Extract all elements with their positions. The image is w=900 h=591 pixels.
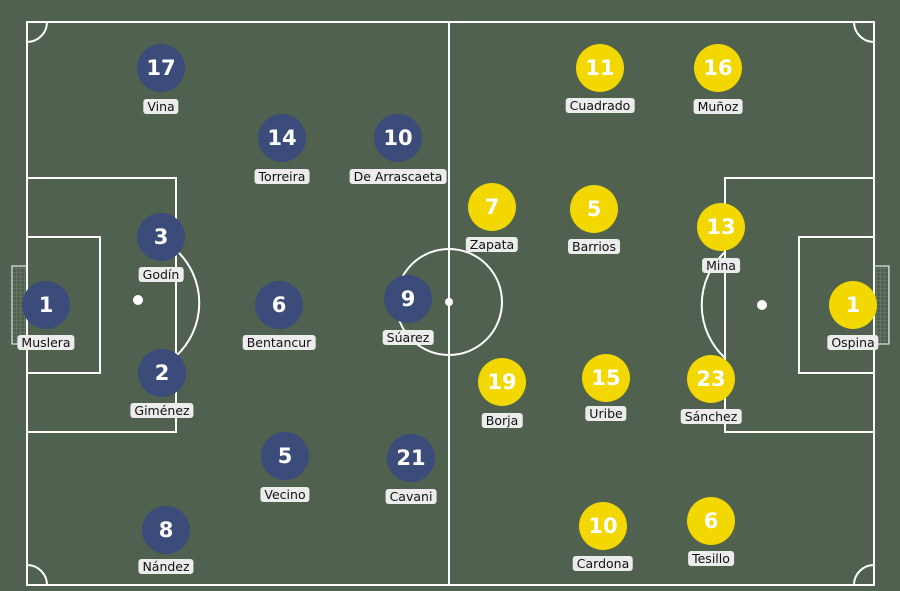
left-penalty-arc (175, 249, 201, 357)
player-number: 11 (576, 44, 624, 92)
player-number: 7 (468, 183, 516, 231)
player-number: 23 (687, 355, 735, 403)
player-name: Muslera (17, 335, 75, 350)
player-number: 13 (697, 203, 745, 251)
player-number: 5 (261, 432, 309, 480)
player-number: 16 (694, 44, 742, 92)
left-penalty-spot (133, 295, 143, 305)
player-name: Vecino (260, 487, 310, 502)
player-number: 14 (258, 114, 306, 162)
player-number: 9 (384, 275, 432, 323)
player-number: 2 (138, 349, 186, 397)
player-number: 3 (137, 213, 185, 261)
corner-arc (26, 564, 48, 586)
player-name: Cardona (572, 556, 634, 571)
player-name: Torreira (254, 169, 310, 184)
player-name: Cuadrado (565, 98, 635, 113)
corner-arc (853, 564, 875, 586)
player-number: 6 (255, 281, 303, 329)
player-number: 1 (829, 281, 877, 329)
player-name: Muñoz (693, 99, 743, 114)
player-name: Godín (138, 267, 184, 282)
player-name: Nández (138, 559, 194, 574)
player-name: Giménez (130, 403, 194, 418)
player-name: Uribe (585, 406, 627, 421)
center-spot (445, 298, 453, 306)
player-name: Sánchez (680, 409, 742, 424)
player-number: 15 (582, 354, 630, 402)
player-name: Súarez (382, 330, 434, 345)
right-penalty-spot (757, 300, 767, 310)
player-name: Mina (702, 258, 740, 273)
player-name: Borja (481, 413, 523, 428)
player-number: 8 (142, 506, 190, 554)
player-name: Ospina (827, 335, 879, 350)
player-name: Zapata (465, 237, 519, 252)
player-number: 19 (478, 358, 526, 406)
player-name: De Arrascaeta (349, 169, 447, 184)
player-number: 10 (374, 114, 422, 162)
player-number: 17 (137, 44, 185, 92)
player-number: 5 (570, 185, 618, 233)
player-number: 10 (579, 502, 627, 550)
player-number: 21 (387, 434, 435, 482)
player-name: Tesillo (688, 551, 734, 566)
player-name: Vina (143, 99, 179, 114)
player-number: 1 (22, 281, 70, 329)
corner-arc (853, 21, 875, 43)
player-name: Barrios (568, 239, 620, 254)
player-name: Cavani (385, 489, 437, 504)
corner-arc (26, 21, 48, 43)
player-number: 6 (687, 497, 735, 545)
player-name: Bentancur (242, 335, 316, 350)
